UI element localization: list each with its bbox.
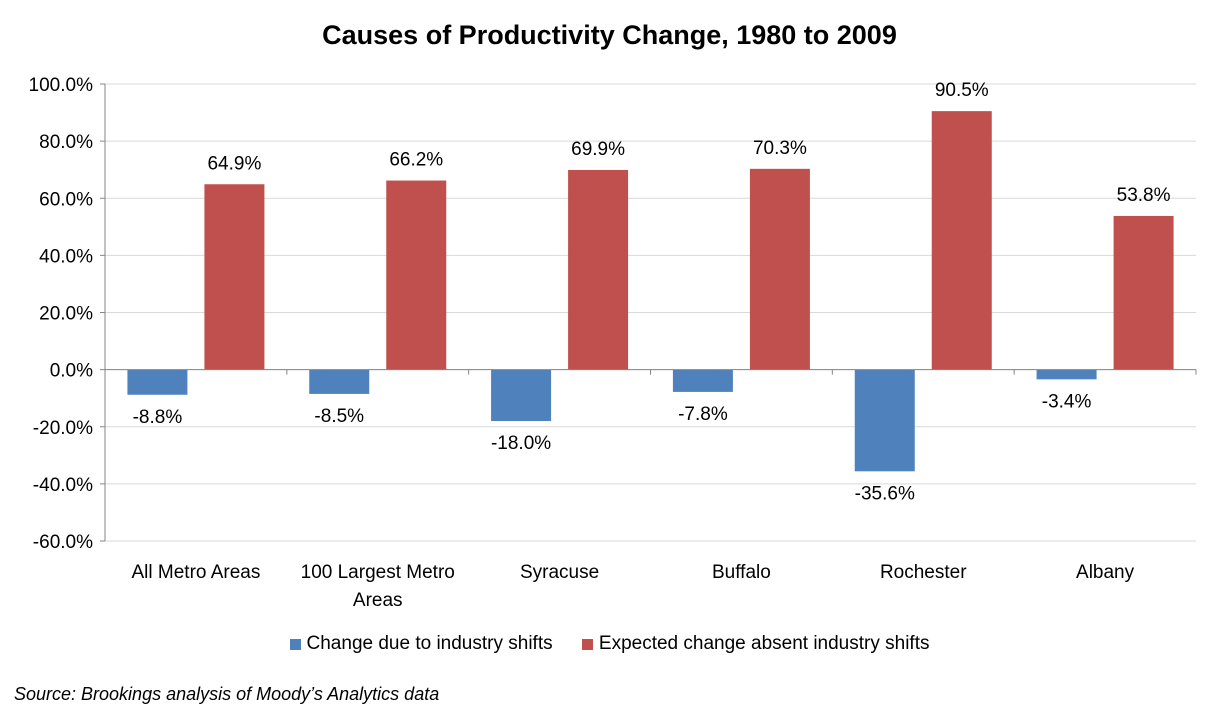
data-label: 53.8% [1117,185,1171,206]
data-label: -8.5% [314,406,364,427]
legend-label-industry-shifts: Change due to industry shifts [306,633,553,654]
y-tick-label: -20.0% [33,418,93,439]
y-tick-label: 20.0% [39,304,93,325]
bar-industry-shifts [854,369,915,472]
legend-label-absent-shifts: Expected change absent industry shifts [598,633,930,654]
y-tick-label: 0.0% [50,361,93,382]
data-label: 64.9% [207,153,261,174]
bar-chart: 100.0% 80.0% 60.0% 40.0% 20.0% 0.0% -20.0% -40.… [29,75,1197,611]
data-label: -18.0% [491,433,551,454]
y-tick-label: -60.0% [33,532,93,553]
y-tick-label: 60.0% [39,189,93,210]
data-label: 69.9% [571,139,625,160]
category-label: All Metro Areas [132,562,261,583]
data-label: -3.4% [1042,391,1092,412]
bar-absent-shifts [386,180,447,370]
legend-item-industry-shifts: Change due to industry shifts [289,633,553,655]
bar-industry-shifts [127,369,188,395]
bar-absent-shifts [1113,215,1174,370]
category-label: Albany [1076,562,1135,583]
bar-absent-shifts [568,169,629,370]
y-tick-label: 80.0% [39,132,93,153]
y-tick-label: 100.0% [29,75,94,96]
source-note: Source: Brookings analysis of Moody’s An… [14,684,440,704]
legend-item-absent-shifts: Expected change absent industry shifts [581,633,930,655]
bar-absent-shifts [931,111,992,370]
bar-industry-shifts [309,369,370,394]
legend-swatch-industry-shifts [289,638,301,650]
chart-title: Causes of Productivity Change, 1980 to 2… [322,20,897,50]
bar-absent-shifts [749,168,810,370]
legend: Change due to industry shifts Expected c… [0,633,1219,656]
category-label: Syracuse [520,562,599,583]
category-label: Buffalo [712,562,771,583]
data-label: 66.2% [389,150,443,171]
y-tick-label: 40.0% [39,246,93,267]
category-label: Rochester [880,562,967,583]
legend-swatch-absent-shifts [581,638,593,650]
bar-industry-shifts [672,369,733,392]
bar-industry-shifts [1036,369,1097,380]
data-label: -7.8% [678,404,728,425]
data-label: 70.3% [753,138,807,159]
bar-absent-shifts [204,184,265,370]
data-label: -8.8% [133,407,183,428]
category-label: 100 Largest Metro Areas [301,562,455,611]
data-label: 90.5% [935,80,989,101]
bar-industry-shifts [491,369,552,422]
data-label: -35.6% [855,483,915,504]
y-tick-label: -40.0% [33,475,93,496]
